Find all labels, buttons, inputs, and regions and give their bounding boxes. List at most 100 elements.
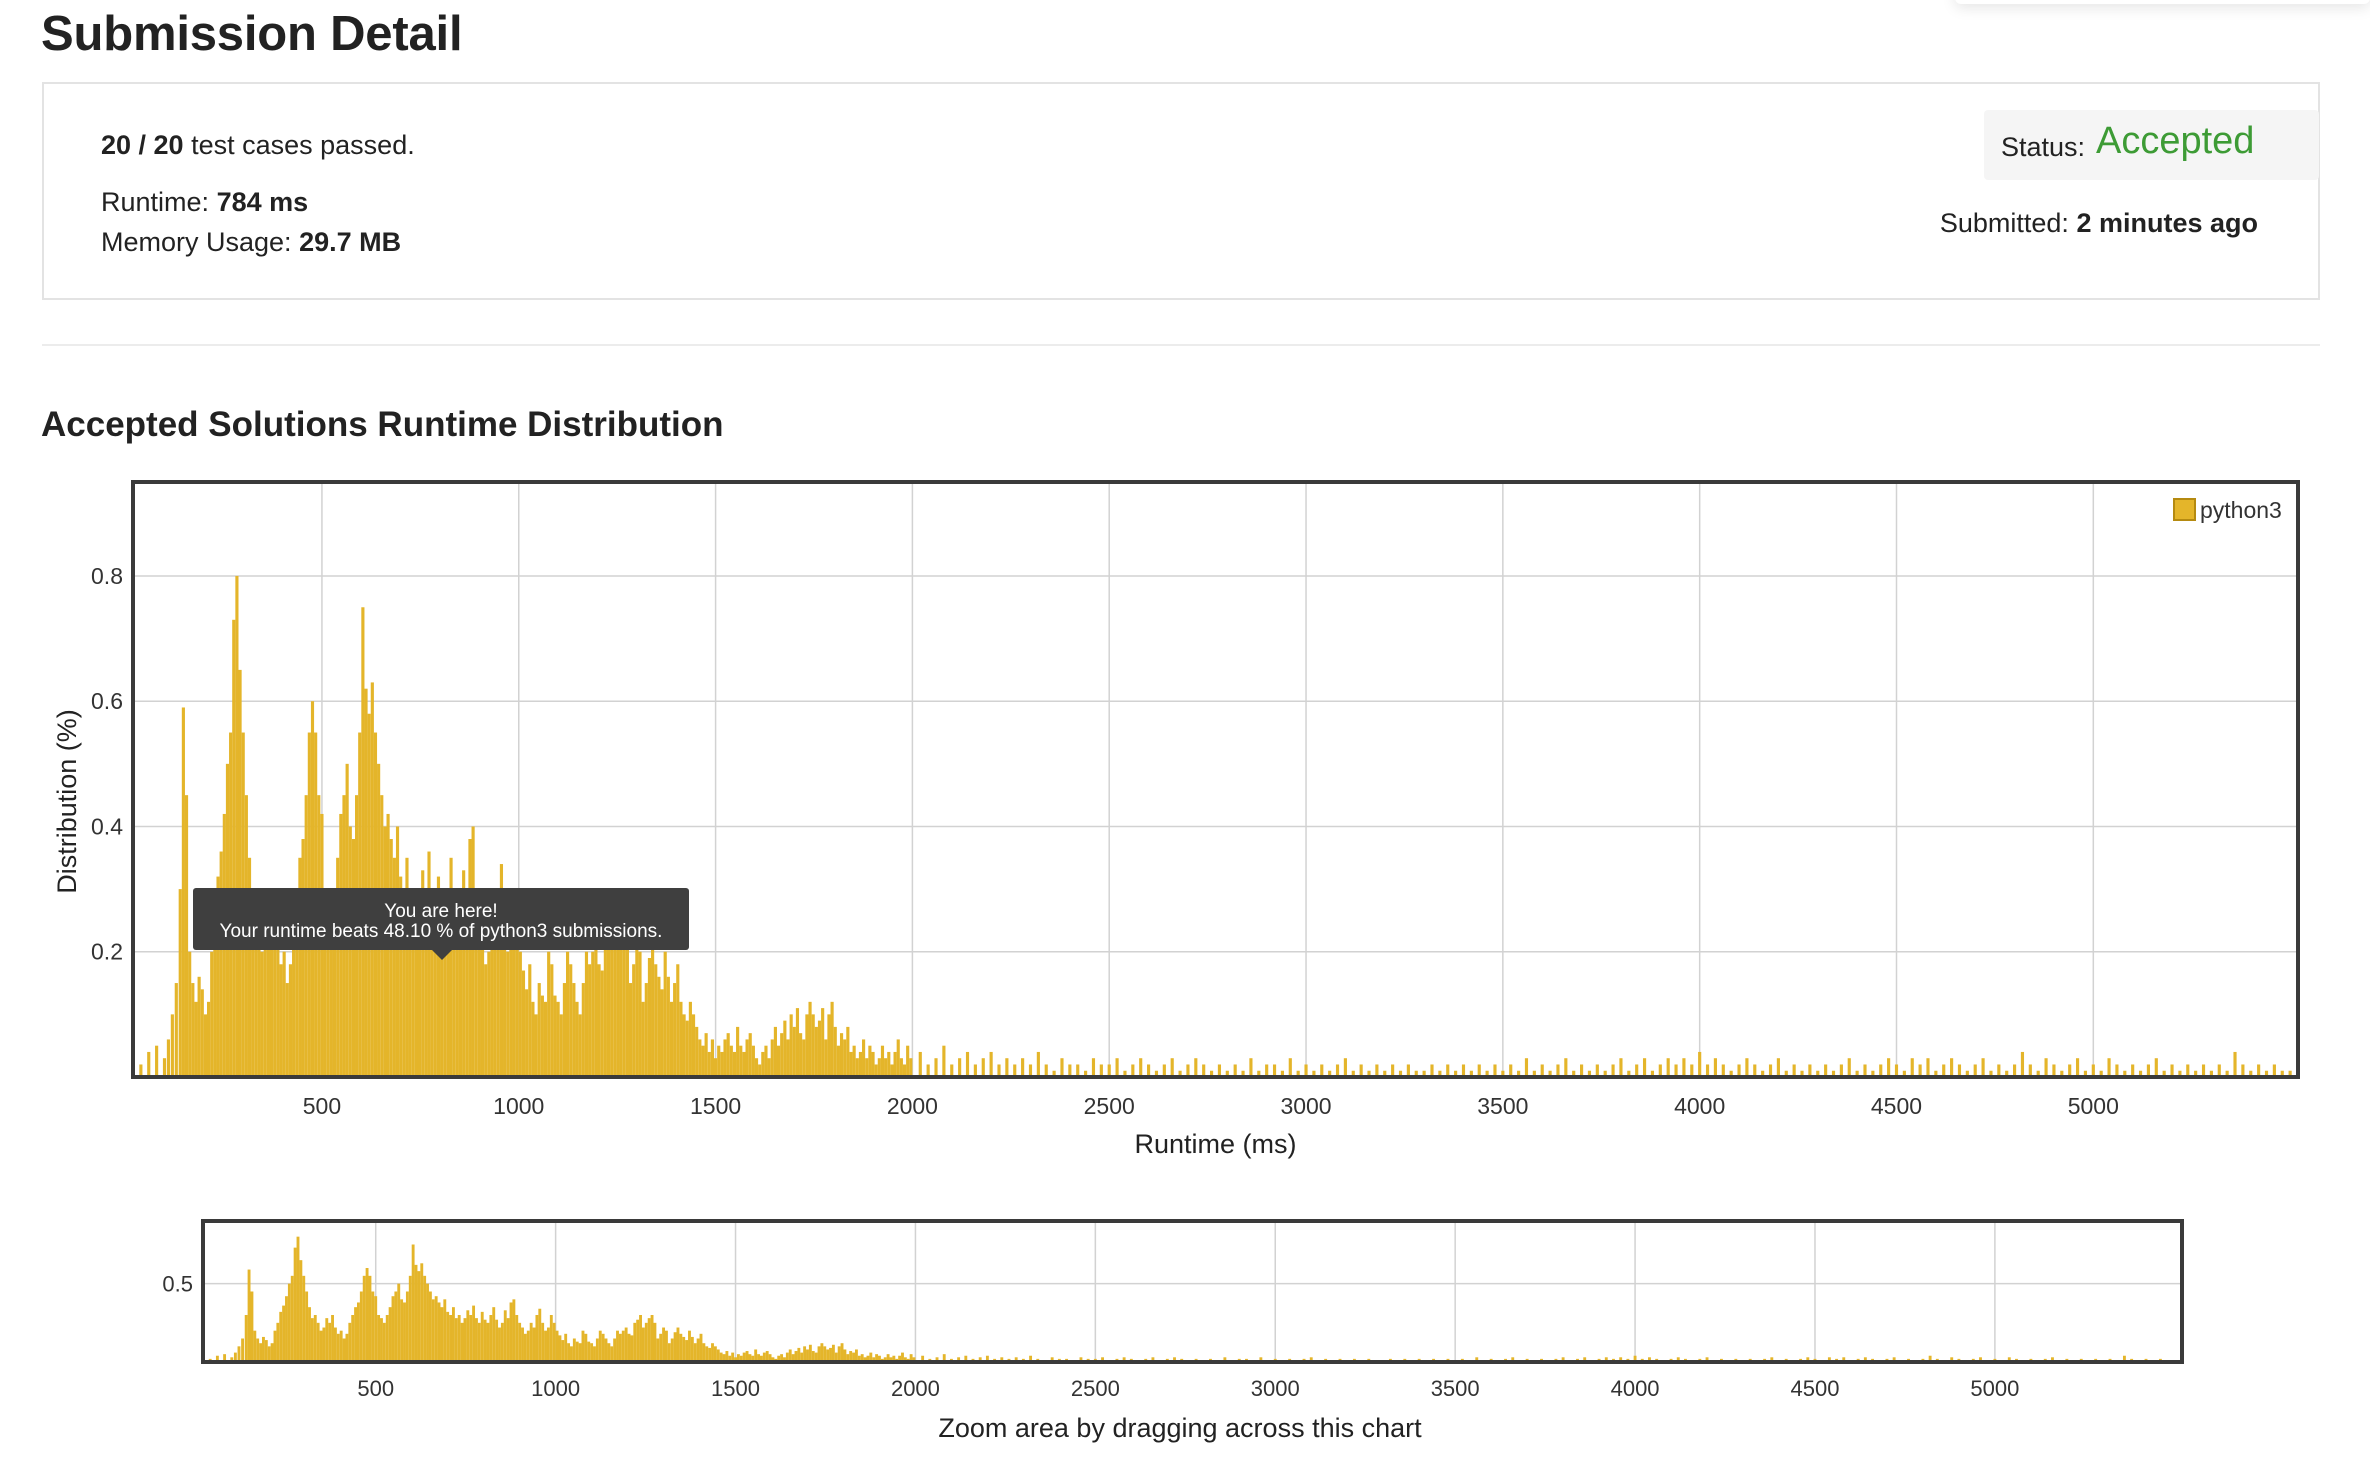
bar-390	[2099, 1070, 2103, 1077]
nav-bar-87	[475, 1318, 478, 1362]
bar-20	[219, 851, 223, 1077]
runtime-label: Runtime:	[101, 187, 210, 217]
bar-264	[1107, 1064, 1111, 1077]
bar-303	[1414, 1070, 1418, 1077]
nav-bar-274	[1165, 1358, 1169, 1362]
bar-378	[2005, 1070, 2009, 1077]
nav-bar-50	[368, 1275, 372, 1362]
bar-194	[767, 1058, 771, 1077]
nav-bar-329	[1561, 1357, 1565, 1362]
nav-bar-41	[342, 1338, 346, 1362]
nav-bar-24	[293, 1247, 297, 1362]
legend[interactable]: python3	[2173, 497, 2282, 523]
bar-228	[874, 1064, 878, 1077]
nav-bar-106	[529, 1322, 533, 1362]
nav-bar-21	[285, 1296, 288, 1362]
nav-bar-127	[590, 1343, 594, 1362]
nav-bar-132	[604, 1338, 608, 1362]
bar-34	[263, 939, 267, 1077]
nav-bar-60	[397, 1283, 401, 1362]
status-accepted[interactable]: Accepted	[2096, 120, 2255, 162]
nav-bar-173	[722, 1354, 726, 1362]
nav-bar-285	[1245, 1358, 1248, 1362]
bar-232	[887, 1051, 891, 1077]
nav-bar-215	[843, 1349, 847, 1362]
bar-180	[723, 1039, 727, 1077]
bar-210	[817, 1020, 822, 1077]
bar-56	[332, 889, 337, 1077]
nav-bar-383	[1950, 1357, 1954, 1362]
nav-bar-142	[633, 1322, 637, 1362]
nav-bar-186	[759, 1355, 763, 1362]
bar-26	[238, 669, 242, 1077]
nav-bar-411	[2151, 1360, 2155, 1362]
nav-bar-400	[2072, 1360, 2076, 1362]
nav-bar-90	[483, 1319, 487, 1362]
bar-37	[273, 889, 277, 1077]
nav-bar-61	[400, 1299, 404, 1362]
bar-368	[1926, 1058, 1930, 1077]
bar-272	[1170, 1058, 1174, 1077]
nav-bar-114	[552, 1322, 556, 1362]
bar-213	[827, 1014, 831, 1077]
nav-bar-4	[233, 1352, 237, 1362]
bar-327	[1603, 1070, 1607, 1077]
bar-354	[1816, 1070, 1820, 1077]
nav-bar-312	[1439, 1360, 1443, 1362]
bar-21	[222, 813, 226, 1077]
bar-163	[669, 1001, 674, 1077]
bar-408	[2241, 1064, 2245, 1077]
bar-276	[1202, 1064, 1206, 1077]
nav-bar-69	[423, 1275, 427, 1362]
bar-83	[417, 901, 422, 1077]
bar-39	[279, 964, 283, 1077]
nav-bar-314	[1453, 1360, 1457, 1362]
nav-bar-56	[385, 1315, 389, 1362]
nav-bar-276	[1180, 1358, 1184, 1362]
bar-78	[402, 889, 406, 1077]
nav-bar-95	[498, 1327, 501, 1362]
bar-321	[1556, 1064, 1560, 1077]
bar-5	[170, 1014, 174, 1077]
nav-bar-7	[244, 1315, 248, 1362]
nav-bar-271	[1144, 1358, 1148, 1362]
nav-bar-255	[1029, 1355, 1033, 1362]
bar-294	[1343, 1058, 1347, 1077]
nav-bar-98	[506, 1318, 510, 1362]
nav-bar-100	[512, 1299, 516, 1362]
nav-bar-124	[581, 1330, 585, 1362]
bar-221	[852, 1045, 856, 1077]
navigator-x-tick-labels: 500 1000 1500 2000 2500 3000 3500 4000 4500 5000	[357, 1376, 2019, 1401]
nav-bar-78	[449, 1315, 452, 1362]
nav-bar-9	[250, 1291, 254, 1362]
nav-bar-1	[215, 1355, 219, 1362]
bar-201	[789, 1014, 793, 1077]
nav-bar-224	[869, 1352, 873, 1362]
bar-308	[1454, 1070, 1458, 1077]
nav-bar-134	[610, 1346, 614, 1362]
bar-155	[644, 983, 648, 1077]
nav-bar-387	[1979, 1357, 1982, 1362]
bar-341	[1713, 1058, 1717, 1077]
nav-x-tick-3000: 3000	[1251, 1376, 1300, 1401]
x-tick-5000: 5000	[2068, 1093, 2119, 1119]
nav-bar-113	[549, 1315, 553, 1362]
nav-bar-293	[1302, 1358, 1306, 1362]
bar-173	[701, 1045, 705, 1077]
nav-bar-20	[282, 1305, 286, 1362]
section-title: Accepted Solutions Runtime Distribution	[41, 405, 724, 444]
nav-bar-390	[2000, 1360, 2004, 1362]
bar-366	[1910, 1058, 1914, 1077]
bar-257	[1052, 1070, 1056, 1077]
x-axis-label: Runtime (ms)	[1134, 1129, 1296, 1159]
nav-bar-402	[2087, 1360, 2090, 1362]
nav-bar-341	[1648, 1357, 1651, 1362]
bar-374	[1973, 1064, 1977, 1077]
nav-bar-218	[852, 1352, 855, 1362]
nav-bar-158	[679, 1333, 683, 1362]
bar-352	[1800, 1070, 1804, 1077]
nav-bar-104	[523, 1333, 527, 1362]
nav-bar-177	[734, 1357, 737, 1362]
nav-bar-3	[230, 1357, 234, 1362]
nav-bar-110	[541, 1322, 545, 1362]
